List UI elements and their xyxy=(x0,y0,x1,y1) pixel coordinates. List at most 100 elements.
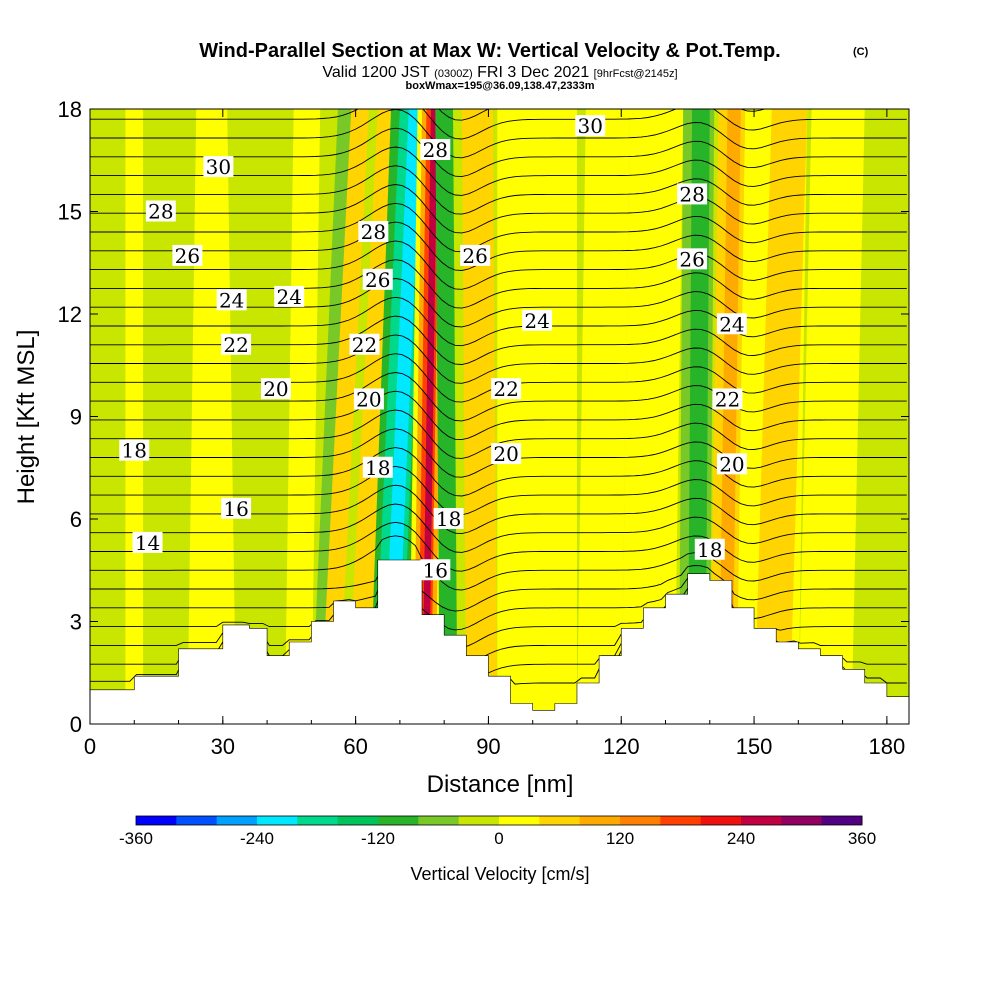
colorbar-swatch xyxy=(418,816,460,825)
contour-label-text: 24 xyxy=(219,288,244,312)
contour-label-text: 26 xyxy=(365,268,390,292)
contour-label-text: 22 xyxy=(352,333,377,357)
y-tick-label: 6 xyxy=(70,507,82,532)
y-tick-label: 18 xyxy=(58,97,82,122)
contour-label-box xyxy=(221,497,252,519)
contour-label-text: 30 xyxy=(578,114,603,138)
x-tick-label: 60 xyxy=(343,734,367,759)
colorbar-tick-label: 120 xyxy=(606,829,634,848)
isentrope-line xyxy=(90,202,907,253)
contour-label: 18 xyxy=(433,507,464,531)
isentrope-line xyxy=(90,109,907,140)
y-tick-label: 3 xyxy=(70,610,82,635)
contour-label-text: 14 xyxy=(135,531,160,555)
contour-label-text: 18 xyxy=(697,538,722,562)
contour-label: 24 xyxy=(716,312,747,336)
contour-label-box xyxy=(353,388,384,410)
contour-label-box xyxy=(132,531,163,553)
contour-label-box xyxy=(522,309,553,331)
isentrope-line xyxy=(90,184,907,234)
velocity-band xyxy=(497,109,577,724)
contour-label-text: 28 xyxy=(679,182,704,206)
contour-label-box xyxy=(358,221,389,242)
isentrope-line xyxy=(90,565,907,612)
contour-label: 22 xyxy=(712,387,743,411)
contour-label-box xyxy=(420,559,451,581)
x-tick-label: 120 xyxy=(603,734,640,759)
velocity-band xyxy=(718,109,741,724)
axis-ticks: 0 30 60 90 120 150 180 0 3 6 9 12 15 18 xyxy=(58,97,909,759)
contour-label-box xyxy=(172,244,203,266)
contour-label-text: 18 xyxy=(436,507,461,531)
colorbar: -360 -240 -120 0 120 240 360 xyxy=(119,815,876,848)
colorbar-swatch xyxy=(378,816,419,825)
contour-label: 28 xyxy=(420,138,451,162)
contour-label: 22 xyxy=(221,333,252,357)
isentrope-line xyxy=(90,165,907,215)
contour-label-text: 20 xyxy=(493,442,518,466)
colorbar-swatch xyxy=(741,816,782,825)
contour-label-box xyxy=(677,248,708,270)
colorbar-tick-label: -240 xyxy=(240,829,274,848)
isentrope-line xyxy=(90,334,907,384)
colorbar-swatch xyxy=(539,816,581,825)
colorbar-swatch xyxy=(620,816,661,825)
isentrope-line xyxy=(90,465,907,516)
colorbar-swatch xyxy=(216,816,258,825)
contour-label-box xyxy=(203,156,234,178)
contour-label: 22 xyxy=(349,333,380,357)
colorbar-tick-label: -360 xyxy=(119,829,153,848)
contour-label-box xyxy=(362,456,393,478)
contour-label: 24 xyxy=(522,309,553,333)
contour-label: 16 xyxy=(221,497,252,521)
contour-label: 16 xyxy=(420,558,451,582)
contour-label: 24 xyxy=(274,285,305,309)
colorbar-tick-label: -120 xyxy=(361,829,395,848)
contour-label-box xyxy=(712,388,743,410)
colorbar-swatch xyxy=(499,816,540,825)
isentrope-line xyxy=(90,503,907,553)
contour-label-text: 18 xyxy=(365,456,390,480)
isentrope-line xyxy=(90,109,907,159)
contour-label-text: 20 xyxy=(719,452,744,476)
y-tick-label: 15 xyxy=(58,200,82,225)
contour-label-text: 24 xyxy=(276,285,301,309)
isentrope-line xyxy=(90,296,907,347)
contour-label-text: 22 xyxy=(223,333,248,357)
isentrope-line xyxy=(90,535,907,591)
contour-label-text: 16 xyxy=(423,558,448,582)
contour-label-box xyxy=(362,268,393,290)
colorbar-swatch xyxy=(821,816,863,825)
colorbar-tick-label: 240 xyxy=(727,829,755,848)
y-axis-label: Height [Kft MSL] xyxy=(13,330,40,505)
chart-subtitle: Valid 1200 JST (0300Z) FRI 3 Dec 2021 [9… xyxy=(322,64,677,81)
contour-label-text: 26 xyxy=(462,244,487,268)
colorbar-swatch xyxy=(579,816,621,825)
isentrope-line xyxy=(90,576,907,631)
terrain xyxy=(90,559,909,724)
x-tick-label: 0 xyxy=(84,734,96,759)
contour-label-text: 26 xyxy=(679,247,704,271)
contour-label-text: 16 xyxy=(223,497,248,521)
contour-label-text: 20 xyxy=(263,377,288,401)
contour-label-text: 22 xyxy=(493,377,518,401)
contour-label-box xyxy=(575,115,606,137)
contour-label: 30 xyxy=(575,114,606,138)
contour-label-text: 22 xyxy=(715,387,740,411)
isentrope-line xyxy=(90,221,907,271)
contour-label: 14 xyxy=(132,531,163,555)
contour-label-text: 18 xyxy=(122,439,147,463)
contour-label-text: 28 xyxy=(423,138,448,162)
colorbar-swatch xyxy=(458,816,500,825)
contour-label-box xyxy=(694,538,725,560)
y-tick-label: 12 xyxy=(58,302,82,327)
isentrope-line xyxy=(90,259,907,309)
contour-label-box xyxy=(716,453,747,475)
contour-label-box xyxy=(221,333,252,355)
contour-label-text: 24 xyxy=(524,309,549,333)
contour-label-box xyxy=(349,333,380,355)
contour-label-box xyxy=(119,439,150,461)
contour-label-box xyxy=(420,139,451,160)
